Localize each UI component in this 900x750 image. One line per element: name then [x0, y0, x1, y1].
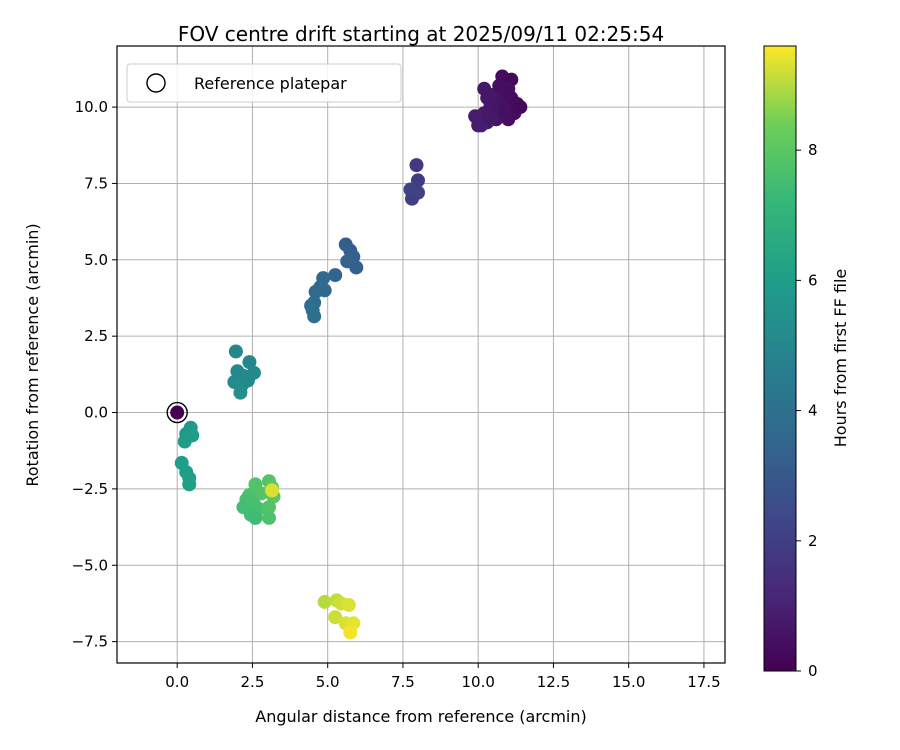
- y-tick-label: −5.0: [72, 556, 108, 574]
- scatter-point: [498, 106, 513, 121]
- scatter-point: [233, 385, 248, 400]
- colorbar-tick-label: 4: [808, 402, 818, 420]
- y-tick-label: 7.5: [84, 174, 108, 192]
- x-tick-label: 0.0: [165, 673, 189, 691]
- y-axis-label: Rotation from reference (arcmin): [23, 223, 42, 486]
- chart-title: FOV centre drift starting at 2025/09/11 …: [178, 22, 664, 46]
- legend-marker: [146, 73, 166, 93]
- reference-point: [170, 405, 185, 420]
- scatter-point: [262, 500, 276, 515]
- colorbar-tick-label: 0: [808, 662, 818, 680]
- scatter-point: [409, 158, 424, 173]
- scatter-point: [513, 100, 528, 115]
- y-tick-label: −2.5: [72, 480, 108, 498]
- x-tick-label: 2.5: [241, 673, 265, 691]
- colorbar-gradient: [763, 45, 797, 672]
- scatter-point: [328, 268, 343, 283]
- x-tick-label: 7.5: [391, 673, 415, 691]
- scatter-point: [328, 610, 343, 625]
- scatter-point: [254, 486, 269, 501]
- x-tick-label: 10.0: [461, 673, 494, 691]
- scatter-point: [182, 477, 197, 492]
- scatter-point: [492, 78, 507, 93]
- scatter-point: [480, 90, 495, 105]
- plot-frame: [116, 45, 726, 664]
- scatter-point: [262, 510, 276, 525]
- x-tick-label: 12.5: [537, 673, 570, 691]
- colorbar-tick-label: 6: [808, 271, 818, 289]
- scatter-point: [341, 597, 356, 612]
- reference-marker: [166, 401, 188, 424]
- colorbar-tick-label: 2: [808, 532, 818, 550]
- scatter-point: [317, 594, 332, 609]
- scatter-point: [483, 112, 498, 127]
- legend-label: Reference platepar: [194, 74, 347, 93]
- scatter-point: [313, 280, 328, 295]
- x-tick-label: 17.5: [687, 673, 720, 691]
- scatter-point: [343, 625, 358, 640]
- legend: Reference platepar: [126, 63, 402, 103]
- colorbar-ticks: 0 2 4 6 8: [796, 141, 818, 680]
- y-tick-label: 5.0: [84, 251, 108, 269]
- colorbar: 0 2 4 6 8 Hours from first FF file: [763, 45, 850, 680]
- scatter-point: [240, 373, 255, 388]
- x-tick-label: 5.0: [316, 673, 340, 691]
- x-axis-label: Angular distance from reference (arcmin): [255, 707, 586, 726]
- colorbar-label: Hours from first FF file: [831, 269, 850, 448]
- scatter-series: [166, 69, 528, 640]
- y-axis: −7.5 −5.0 −2.5 0.0 2.5 5.0 7.5 10.0: [72, 98, 117, 651]
- y-tick-label: 2.5: [84, 327, 108, 345]
- scatter-point: [340, 254, 355, 269]
- scatter-point: [228, 344, 243, 359]
- x-axis: 0.0 2.5 5.0 7.5 10.0 12.5 15.0 17.5: [165, 663, 721, 691]
- x-tick-label: 15.0: [612, 673, 645, 691]
- scatter-point: [248, 510, 263, 525]
- colorbar-tick-label: 8: [808, 141, 818, 159]
- grid: [117, 46, 725, 663]
- scatter-point: [177, 434, 192, 449]
- y-tick-label: 10.0: [75, 98, 108, 116]
- scatter-point: [403, 182, 418, 197]
- scatter-point: [265, 483, 280, 498]
- legend-box: [126, 63, 402, 103]
- scatter-point: [242, 355, 257, 370]
- y-tick-label: 0.0: [84, 404, 108, 422]
- scatter-point: [305, 303, 320, 318]
- y-tick-label: −7.5: [72, 633, 108, 651]
